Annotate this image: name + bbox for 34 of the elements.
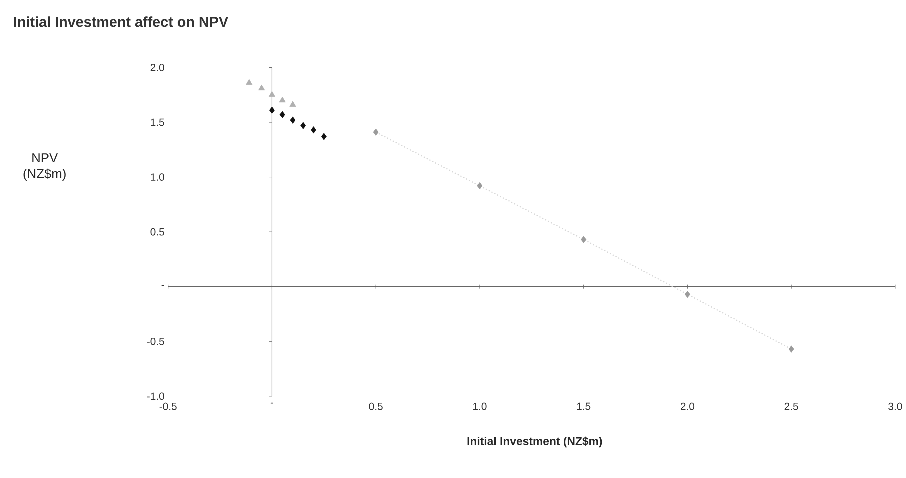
x-tick-label: 1.5 [577,402,591,410]
chart-title: Initial Investment affect on NPV [14,16,228,28]
y-tick-label: 0.5 [150,228,164,236]
text: NPV (NZ$m) [24,154,66,181]
point [477,182,483,190]
point [300,122,306,130]
point [269,106,275,114]
point [290,116,296,124]
x-axis-title: Initial Investment (NZ$m) [468,436,602,448]
point [258,84,266,90]
x-tick-label: 2.5 [784,402,798,410]
point [246,79,253,86]
x-tick-label: 0.5 [369,402,383,410]
point [311,126,316,134]
y-tick-label: -1.0 [147,392,164,400]
x-tick-label: - [270,402,274,404]
point [788,346,794,353]
y-tick-label: -0.5 [147,338,164,346]
x-tick-label: -0.5 [160,402,177,410]
y-tick-label: 1.0 [151,174,164,181]
point [581,236,587,244]
point [290,101,296,107]
y-tick-label: 1.5 [151,118,164,126]
y-tick-label: - [162,285,164,286]
point [684,290,690,298]
point [280,111,286,118]
point [321,133,327,140]
x-tick-label: 1.0 [474,402,487,410]
y-tick-label: 2.0 [150,64,164,72]
x-tick-label: 2.0 [680,402,695,410]
point [268,91,276,98]
point [373,128,379,136]
x-tick-label: 3.0 [888,402,902,410]
point [279,96,286,103]
